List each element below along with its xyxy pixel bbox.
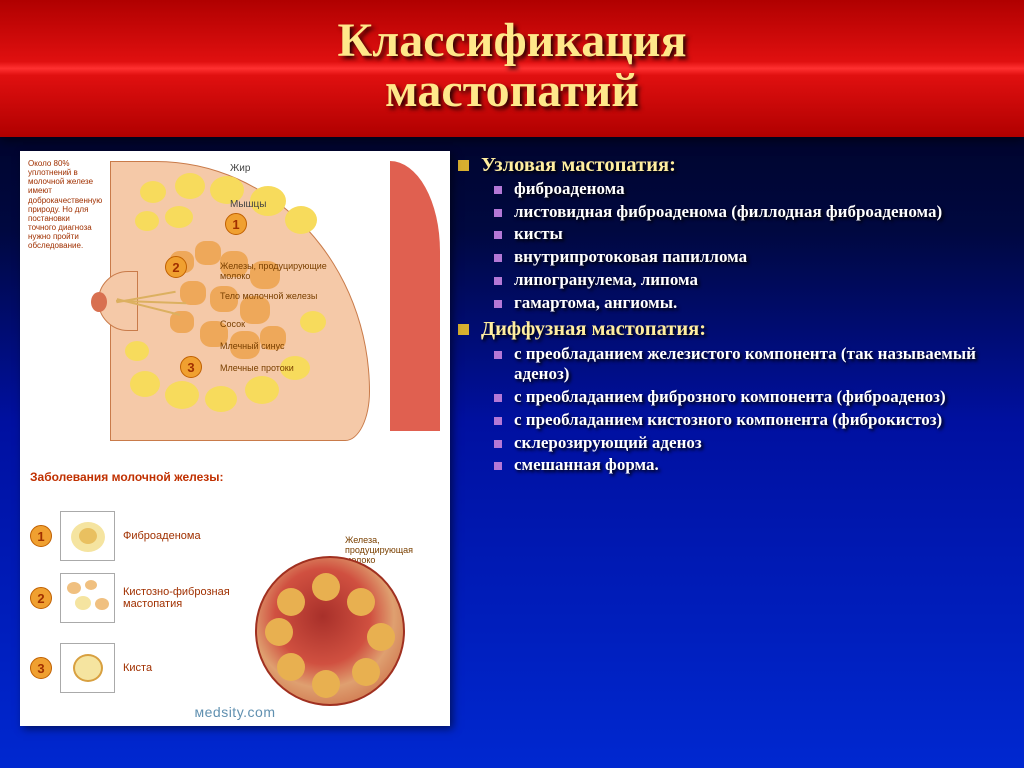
figure-watermark: мedsity.com bbox=[20, 704, 450, 720]
disease-name: Киста bbox=[123, 662, 152, 674]
list-item: гамартома, ангиомы. bbox=[494, 293, 1004, 314]
fat-lobule bbox=[285, 206, 317, 234]
list-item: липогранулема, липома bbox=[494, 270, 1004, 291]
disease-thumb-cyst bbox=[60, 643, 115, 693]
list-item-text: с преобладанием железистого компонента (… bbox=[514, 344, 1004, 385]
list-item: с преобладанием железистого компонента (… bbox=[494, 344, 1004, 385]
fat-lobule bbox=[165, 381, 199, 409]
marker-2-badge: 2 bbox=[165, 256, 187, 278]
list-item: внутрипротоковая папиллома bbox=[494, 247, 1004, 268]
list-item-text: фиброаденома bbox=[514, 179, 625, 200]
anatomy-figure: Около 80% уплотнений в молочной железе и… bbox=[20, 151, 450, 726]
list-item-text: кисты bbox=[514, 224, 563, 245]
bullet-lvl2-icon bbox=[494, 254, 502, 262]
fat-lobule bbox=[140, 181, 166, 203]
list-item-text: листовидная фиброаденома (филлодная фибр… bbox=[514, 202, 942, 223]
title-band: Классификация мастопатий bbox=[0, 0, 1024, 137]
list-item: с преобладанием фиброзного компонента (ф… bbox=[494, 387, 1004, 408]
bullet-lvl2-icon bbox=[494, 300, 502, 308]
disease-row: 2 Кистозно-фиброзная мастопатия bbox=[30, 571, 230, 626]
bullet-lvl2-icon bbox=[494, 417, 502, 425]
label-fat: Жир bbox=[230, 163, 250, 174]
section-items: с преобладанием железистого компонента (… bbox=[458, 344, 1004, 476]
bullet-lvl2-icon bbox=[494, 462, 502, 470]
bullet-lvl2-icon bbox=[494, 277, 502, 285]
muscle-shape bbox=[390, 161, 440, 431]
list-item: смешанная форма. bbox=[494, 455, 1004, 476]
gland-detail: Железа, продуцирующая молоко bbox=[235, 536, 435, 706]
disease-thumb-cystic-fibrous bbox=[60, 573, 115, 623]
text-column: Узловая мастопатия: фиброаденома листови… bbox=[458, 151, 1004, 726]
bullet-lvl2-icon bbox=[494, 209, 502, 217]
section-heading: Узловая мастопатия: фиброаденома листови… bbox=[458, 153, 1004, 314]
list-item: кисты bbox=[494, 224, 1004, 245]
fat-lobule bbox=[165, 206, 193, 228]
content-row: Около 80% уплотнений в молочной железе и… bbox=[0, 137, 1024, 726]
nipple-tip bbox=[91, 292, 107, 312]
bullet-lvl2-icon bbox=[494, 186, 502, 194]
label-nipple: Сосок bbox=[220, 319, 245, 329]
list-item-text: с преобладанием кистозного компонента (ф… bbox=[514, 410, 942, 431]
marker-3-badge: 3 bbox=[180, 356, 202, 378]
bullet-lvl1-icon bbox=[458, 324, 469, 335]
disease-num: 3 bbox=[30, 657, 52, 679]
list-item: с преобладанием кистозного компонента (ф… bbox=[494, 410, 1004, 431]
fat-lobule bbox=[125, 341, 149, 361]
list-item-text: гамартома, ангиомы. bbox=[514, 293, 677, 314]
section-items: фиброаденома листовидная фиброаденома (ф… bbox=[458, 179, 1004, 313]
outline-list: Узловая мастопатия: фиброаденома листови… bbox=[458, 153, 1004, 476]
title-line-2: мастопатий bbox=[385, 64, 639, 117]
fat-lobule bbox=[135, 211, 159, 231]
fat-lobule bbox=[205, 386, 237, 412]
label-sinus: Млечный синус bbox=[220, 341, 285, 351]
disease-row: 3 Киста bbox=[30, 641, 230, 696]
disease-name: Кистозно-фиброзная мастопатия bbox=[123, 586, 230, 610]
figure-note: Около 80% уплотнений в молочной железе и… bbox=[28, 159, 98, 251]
slide-root: Классификация мастопатий Около 80% уплот… bbox=[0, 0, 1024, 768]
label-muscle: Мышцы bbox=[230, 199, 266, 210]
section-heading: Диффузная мастопатия: с преобладанием же… bbox=[458, 317, 1004, 476]
list-item-text: склерозирующий аденоз bbox=[514, 433, 702, 454]
list-item: склерозирующий аденоз bbox=[494, 433, 1004, 454]
slide-title: Классификация мастопатий bbox=[0, 16, 1024, 117]
title-line-1: Классификация bbox=[337, 14, 686, 67]
list-item: листовидная фиброаденома (филлодная фибр… bbox=[494, 202, 1004, 223]
fat-lobule bbox=[300, 311, 326, 333]
section-heading-text: Диффузная мастопатия: bbox=[481, 317, 706, 341]
disease-row: 1 Фиброаденома bbox=[30, 509, 230, 564]
anatomy-diagram: 1 2 3 bbox=[110, 161, 440, 461]
diseases-heading: Заболевания молочной железы: bbox=[30, 471, 224, 484]
marker-1-badge: 1 bbox=[225, 213, 247, 235]
fat-lobule bbox=[245, 376, 279, 404]
disease-name: Фиброаденома bbox=[123, 530, 201, 542]
disease-num: 2 bbox=[30, 587, 52, 609]
bullet-lvl2-icon bbox=[494, 231, 502, 239]
list-item-text: внутрипротоковая папиллома bbox=[514, 247, 747, 268]
disease-num: 1 bbox=[30, 525, 52, 547]
list-item-text: липогранулема, липома bbox=[514, 270, 698, 291]
label-glands: Железы, продуцирующие молоко bbox=[220, 261, 330, 281]
bullet-lvl1-icon bbox=[458, 160, 469, 171]
list-item-text: смешанная форма. bbox=[514, 455, 659, 476]
gland-circle bbox=[255, 556, 405, 706]
section-heading-text: Узловая мастопатия: bbox=[481, 153, 676, 177]
fat-lobule bbox=[175, 173, 205, 199]
label-body: Тело молочной железы bbox=[220, 291, 330, 301]
bullet-lvl2-icon bbox=[494, 394, 502, 402]
bullet-lvl2-icon bbox=[494, 440, 502, 448]
list-item: фиброаденома bbox=[494, 179, 1004, 200]
bullet-lvl2-icon bbox=[494, 351, 502, 359]
disease-thumb-fibroadenoma bbox=[60, 511, 115, 561]
gland-lobule bbox=[195, 241, 221, 265]
fat-lobule bbox=[130, 371, 160, 397]
list-item-text: с преобладанием фиброзного компонента (ф… bbox=[514, 387, 946, 408]
label-ducts: Млечные протоки bbox=[220, 363, 294, 373]
